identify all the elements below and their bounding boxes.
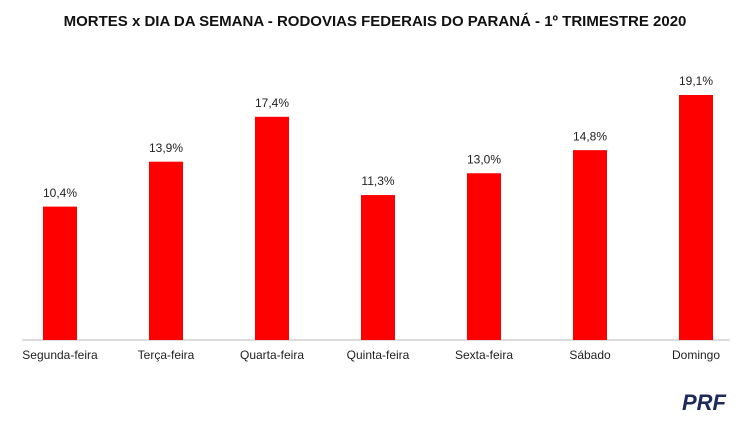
bar [467, 173, 501, 340]
value-label: 14,8% [573, 129, 607, 143]
bar [149, 161, 183, 340]
logo: PRF [682, 390, 727, 415]
bar [43, 206, 77, 340]
bar [361, 195, 395, 340]
x-tick-label: Quinta-feira [347, 348, 410, 362]
value-label: 13,9% [149, 141, 183, 155]
value-label: 17,4% [255, 96, 289, 110]
bar [255, 116, 289, 341]
value-label: 10,4% [43, 186, 77, 200]
bar [679, 95, 713, 340]
value-label: 19,1% [679, 74, 713, 88]
x-tick-label: Segunda-feira [22, 348, 98, 362]
x-tick-label: Sexta-feira [455, 348, 513, 362]
x-tick-label: Sábado [569, 348, 611, 362]
value-label: 11,3% [361, 174, 394, 188]
chart-title: MORTES x DIA DA SEMANA - RODOVIAS FEDERA… [64, 13, 687, 30]
value-label: 13,0% [467, 152, 501, 166]
x-tick-label: Domingo [672, 348, 720, 362]
x-tick-label: Terça-feira [138, 348, 195, 362]
bar [573, 150, 607, 340]
x-tick-label: Quarta-feira [240, 348, 304, 362]
